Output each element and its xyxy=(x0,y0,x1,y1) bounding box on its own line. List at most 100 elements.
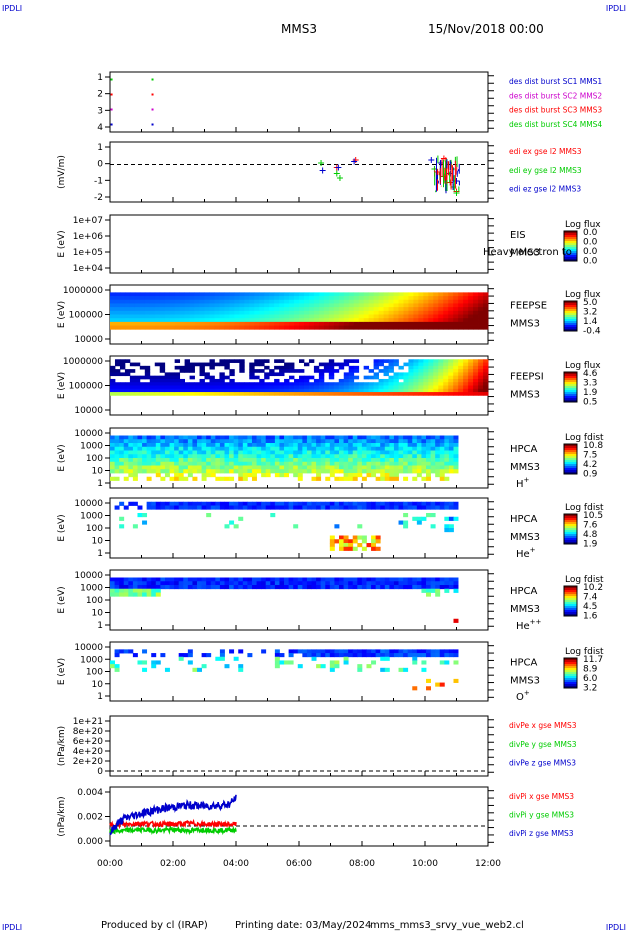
panel-3-cell xyxy=(348,292,355,297)
panel-5-cell xyxy=(119,461,125,466)
panel-5-cell xyxy=(302,435,308,440)
panel-3-cell xyxy=(229,318,235,323)
panel-6-cell xyxy=(279,505,285,510)
panel-5-cell xyxy=(357,450,363,455)
panel-4-y-tick-label: 1000000 xyxy=(63,357,103,367)
panel-7-cell xyxy=(119,577,125,582)
panel-2-colorbar-tick: 0.0 xyxy=(583,228,598,238)
panel-5-cell xyxy=(306,446,312,451)
panel-3-cell xyxy=(473,310,479,315)
panel-3-cell xyxy=(274,325,280,330)
panel-3-cell xyxy=(438,303,444,308)
panel-4-cell xyxy=(239,362,245,367)
panel-3-cell xyxy=(443,299,449,304)
panel-4-cell xyxy=(129,385,136,390)
panel-4-cell xyxy=(448,385,454,390)
panel-4-cell xyxy=(110,365,116,370)
panel-1-y-tick-label: 0 xyxy=(97,160,103,170)
panel-3-cell xyxy=(453,292,459,297)
panel-6-cell xyxy=(361,546,367,551)
panel-3-cell xyxy=(413,292,419,297)
panel-5-cell xyxy=(306,443,312,448)
panel-7-cell xyxy=(288,585,294,590)
panel-4-cell xyxy=(388,378,394,383)
panel-5-cell xyxy=(169,465,175,470)
panel-3-cell xyxy=(353,310,360,315)
panel-5-cell xyxy=(297,435,303,440)
panel-5-cell xyxy=(270,454,276,459)
panel-8-colorbar-cell xyxy=(564,672,577,675)
panel-3-cell xyxy=(114,314,121,319)
panel-4-cell xyxy=(229,385,235,390)
panel-5-cell xyxy=(439,458,445,463)
panel-4-cell xyxy=(239,359,245,363)
panel-3-cell xyxy=(204,310,210,315)
panel-4-cell xyxy=(383,365,389,370)
panel-6-cell xyxy=(155,505,161,510)
panel-3-cell xyxy=(119,318,126,323)
panel-3-cell xyxy=(154,310,161,315)
panel-3-cell xyxy=(403,321,409,326)
panel-5-cell xyxy=(132,435,138,440)
panel-4-cell xyxy=(179,365,186,370)
panel-7-cell xyxy=(174,585,180,590)
panel-3-cell xyxy=(159,318,166,323)
panel-3-cell xyxy=(423,310,429,315)
panel-3-cell xyxy=(453,310,459,315)
panel-8-cell xyxy=(329,667,335,672)
panel-6-cell xyxy=(238,516,244,521)
panel-5-cell xyxy=(142,439,148,444)
panel-0-legend-entry: des dist burst SC3 MMS3 xyxy=(509,106,602,115)
panel-3-cell xyxy=(463,314,469,319)
panel-7-cell xyxy=(178,581,184,586)
panel-5-cell xyxy=(178,446,184,451)
panel-5-cell xyxy=(169,469,175,474)
panel-4-cell xyxy=(174,382,181,386)
panel-6-cell xyxy=(114,505,120,510)
panel-3-cell xyxy=(403,299,409,304)
footer-script-name: mms_mms3_srvy_vue_web2.cl xyxy=(370,920,524,931)
panel-7-cell xyxy=(412,585,418,590)
panel-6-cell xyxy=(338,505,344,510)
panel-4-cell xyxy=(433,375,439,380)
panel-5-cell xyxy=(201,458,207,463)
panel-4-cell xyxy=(353,375,360,380)
panel-7-cell xyxy=(219,585,225,590)
panel-5-cell xyxy=(352,446,358,451)
panel-7-cell xyxy=(110,577,115,582)
panel-5-cell xyxy=(219,446,225,451)
panel-3-cell xyxy=(209,296,215,301)
panel-3-cell xyxy=(249,310,255,315)
panel-0-point xyxy=(151,78,154,81)
panel-4-cell xyxy=(318,382,325,386)
panel-3-cell xyxy=(458,292,464,297)
panel-7-cell xyxy=(197,585,202,590)
panel-3-cell xyxy=(144,299,151,304)
panel-5-cell xyxy=(233,435,239,440)
panel-6-cell xyxy=(183,501,189,506)
panel-4-cell xyxy=(463,382,469,386)
panel-6-y-axis-label: E (eV) xyxy=(57,514,67,541)
panel-4-cell xyxy=(134,362,141,367)
panel-3-cell xyxy=(284,307,290,312)
panel-1-y-tick-label: 1 xyxy=(97,143,103,153)
panel-3-cell xyxy=(254,307,260,312)
panel-6-y-tick-label: 10 xyxy=(92,537,104,547)
panel-4-colorbar-tick: 0.5 xyxy=(583,398,597,408)
panel-8-cell xyxy=(366,653,372,658)
panel-4-cell xyxy=(433,378,439,383)
panel-3-cell xyxy=(189,310,195,315)
panel-8-cell xyxy=(151,660,157,665)
panel-7-cell xyxy=(403,581,409,586)
panel-3-colorbar-cell xyxy=(564,303,577,306)
panel-3-cell xyxy=(483,299,489,304)
panel-5-cell xyxy=(284,439,290,444)
panel-3-cell xyxy=(134,314,141,319)
panel-4-cell xyxy=(443,378,449,383)
panel-5-cell xyxy=(338,443,344,448)
panel-4-cell xyxy=(159,362,166,367)
panel-4-cell xyxy=(219,372,225,377)
panel-4-cell xyxy=(110,372,116,377)
panel-5-cell xyxy=(123,454,129,459)
panel-3-cell xyxy=(443,318,449,323)
